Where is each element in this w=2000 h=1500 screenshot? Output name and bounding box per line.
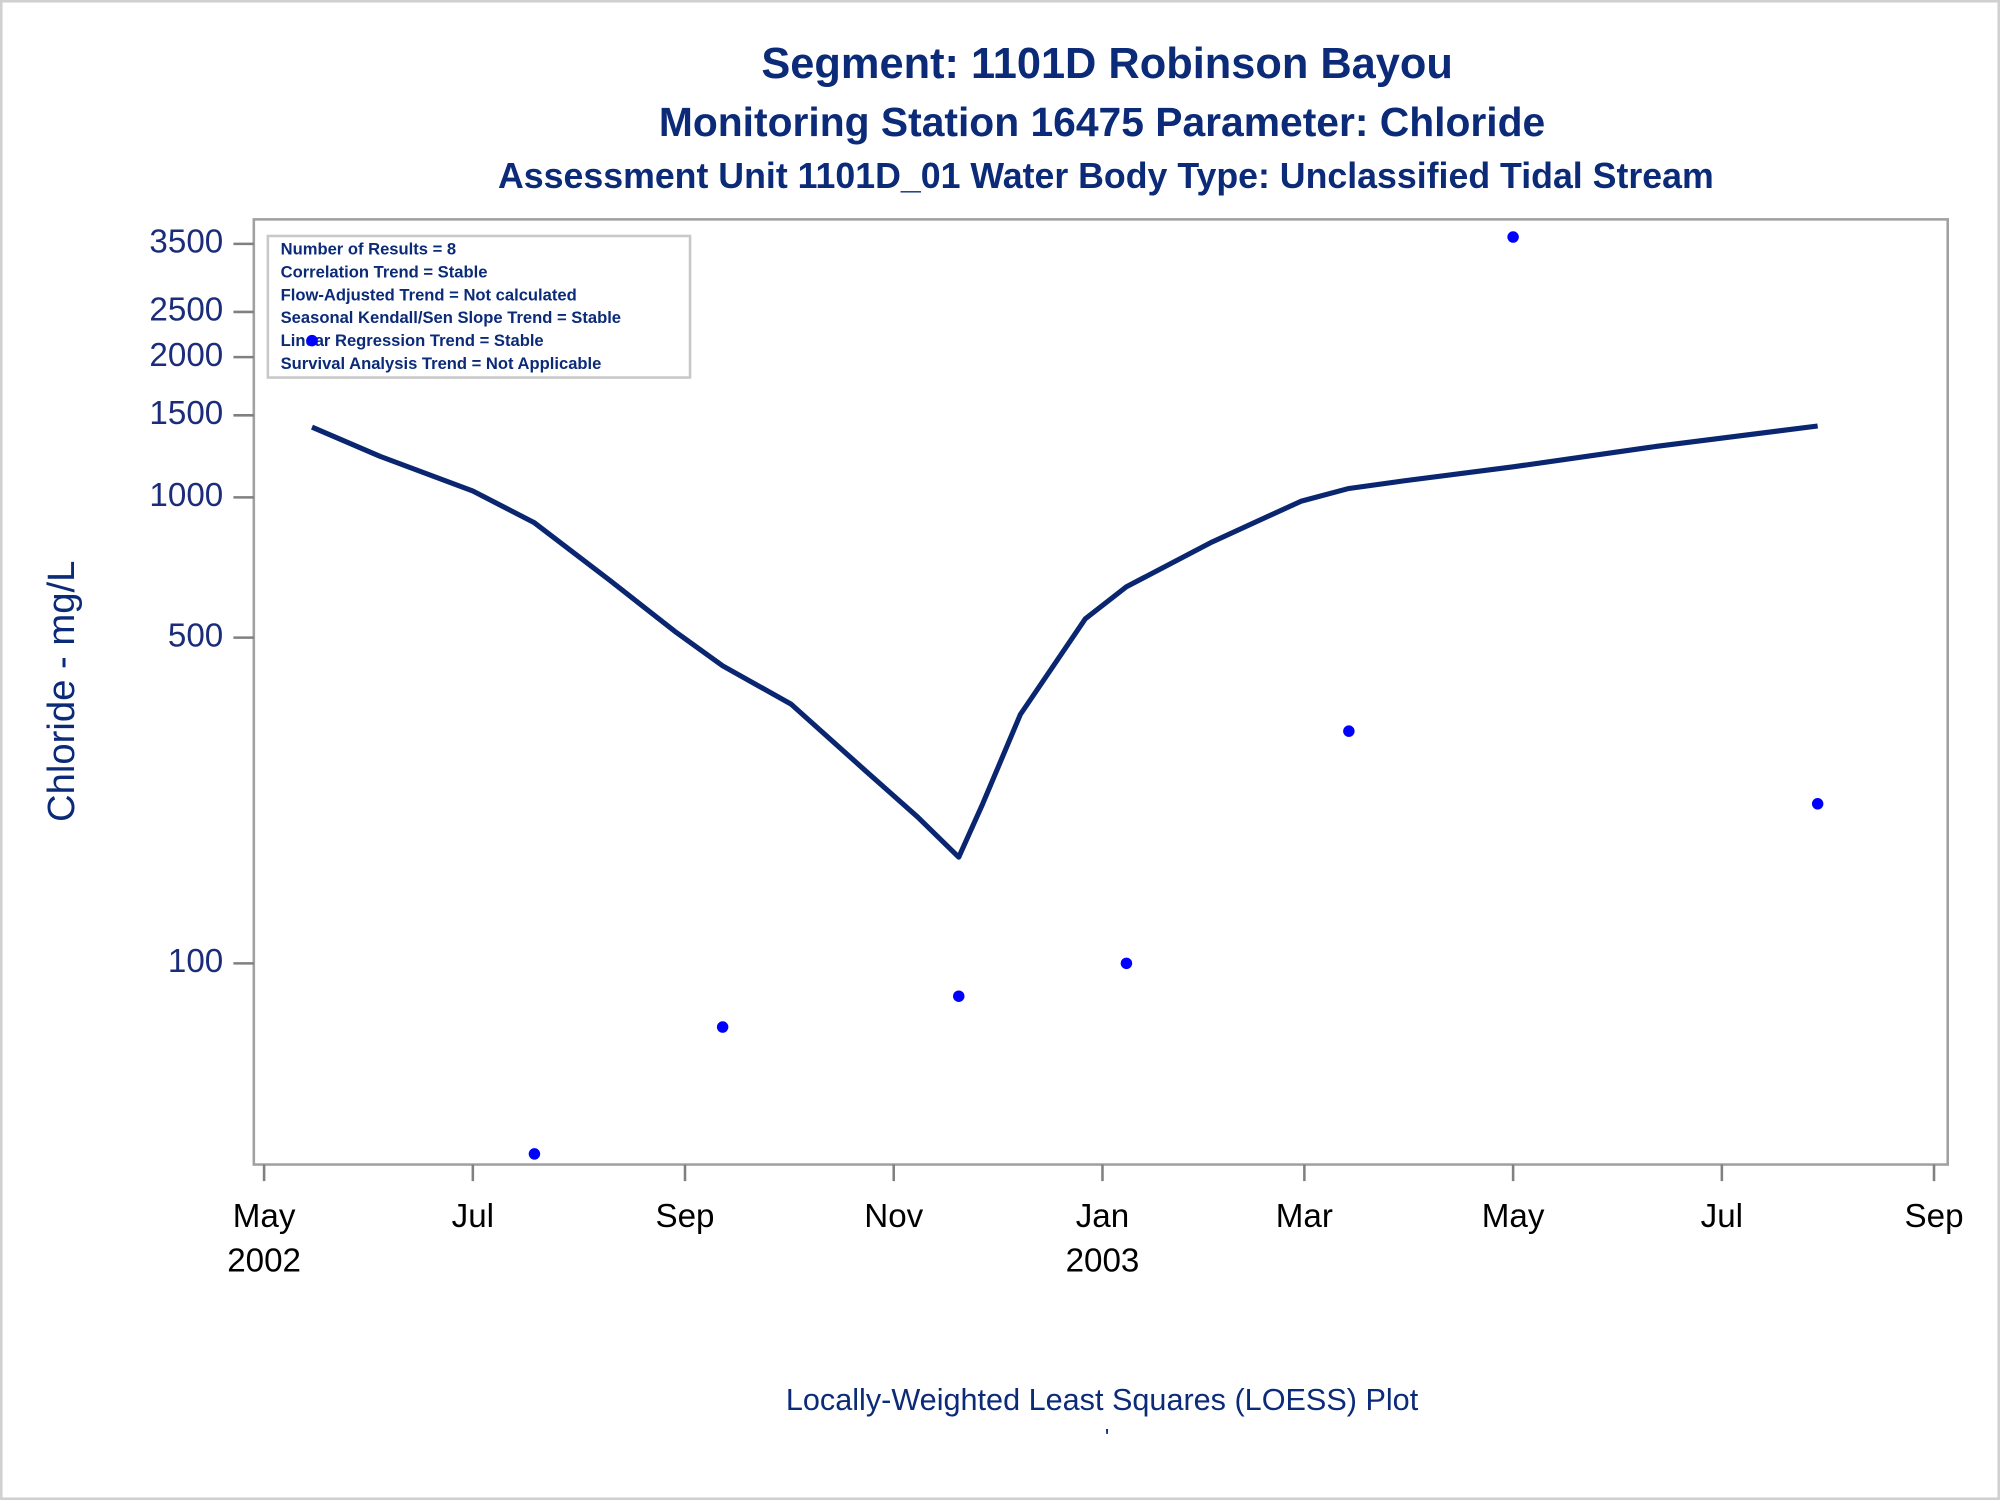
x-tick-label: Sep <box>655 1198 714 1235</box>
chart-title: Segment: 1101D Robinson Bayou <box>761 40 1452 88</box>
stats-text: Seasonal Kendall/Sen Slope Trend = Stabl… <box>281 308 621 327</box>
data-point <box>306 334 318 347</box>
x-tick-label: Jul <box>1701 1198 1743 1235</box>
data-point <box>1343 725 1355 737</box>
footnote: Locally-Weighted Least Squares (LOESS) P… <box>786 1383 1419 1417</box>
data-point <box>953 990 965 1002</box>
data-point <box>716 1021 729 1033</box>
stats-box <box>266 234 692 379</box>
y-tick-label: 2500 <box>149 292 223 329</box>
stats-text: Flow-Adjusted Trend = Not calculated <box>281 285 577 304</box>
x-tick-label: Sep <box>1905 1198 1964 1235</box>
x-tick-label: Nov <box>864 1198 923 1235</box>
chart-subtitle: Monitoring Station 16475 Parameter: Chlo… <box>659 99 1545 145</box>
stats-text: Linear Regression Trend = Stable <box>281 331 544 350</box>
y-tick-label: 1500 <box>149 395 223 432</box>
data-point <box>1507 231 1519 243</box>
data-point <box>1120 957 1133 970</box>
loess-line <box>310 423 1818 860</box>
x-tick-label: Jul <box>452 1198 494 1235</box>
x-tick-label: Mar <box>1276 1198 1333 1235</box>
x-tick-label: May <box>1482 1198 1545 1235</box>
y-tick-label: 500 <box>168 617 223 654</box>
y-tick-label: 1000 <box>149 477 223 514</box>
y-axis-label: Chloride - mg/L <box>40 561 83 822</box>
stats-text: Survival Analysis Trend = Not Applicable <box>281 354 602 373</box>
x-tick-label: Jan <box>1076 1198 1129 1235</box>
y-tick-label: 100 <box>168 943 223 980</box>
y-tick-label: 2000 <box>149 337 223 374</box>
data-point <box>528 1148 541 1160</box>
stats-text: Correlation Trend = Stable <box>281 262 488 281</box>
x-tick-label: May <box>233 1198 296 1235</box>
x-tick-year-label: 2003 <box>1066 1243 1140 1280</box>
stats-text: Number of Results = 8 <box>281 239 456 258</box>
footnote: ' <box>1105 1424 1109 1450</box>
x-tick-year-label: 2002 <box>227 1243 301 1280</box>
data-point <box>1811 798 1824 810</box>
y-tick-label: 3500 <box>149 224 223 261</box>
plot-area <box>252 218 1949 1166</box>
chart-subtitle: Assessment Unit 1101D_01 Water Body Type… <box>498 156 1714 196</box>
